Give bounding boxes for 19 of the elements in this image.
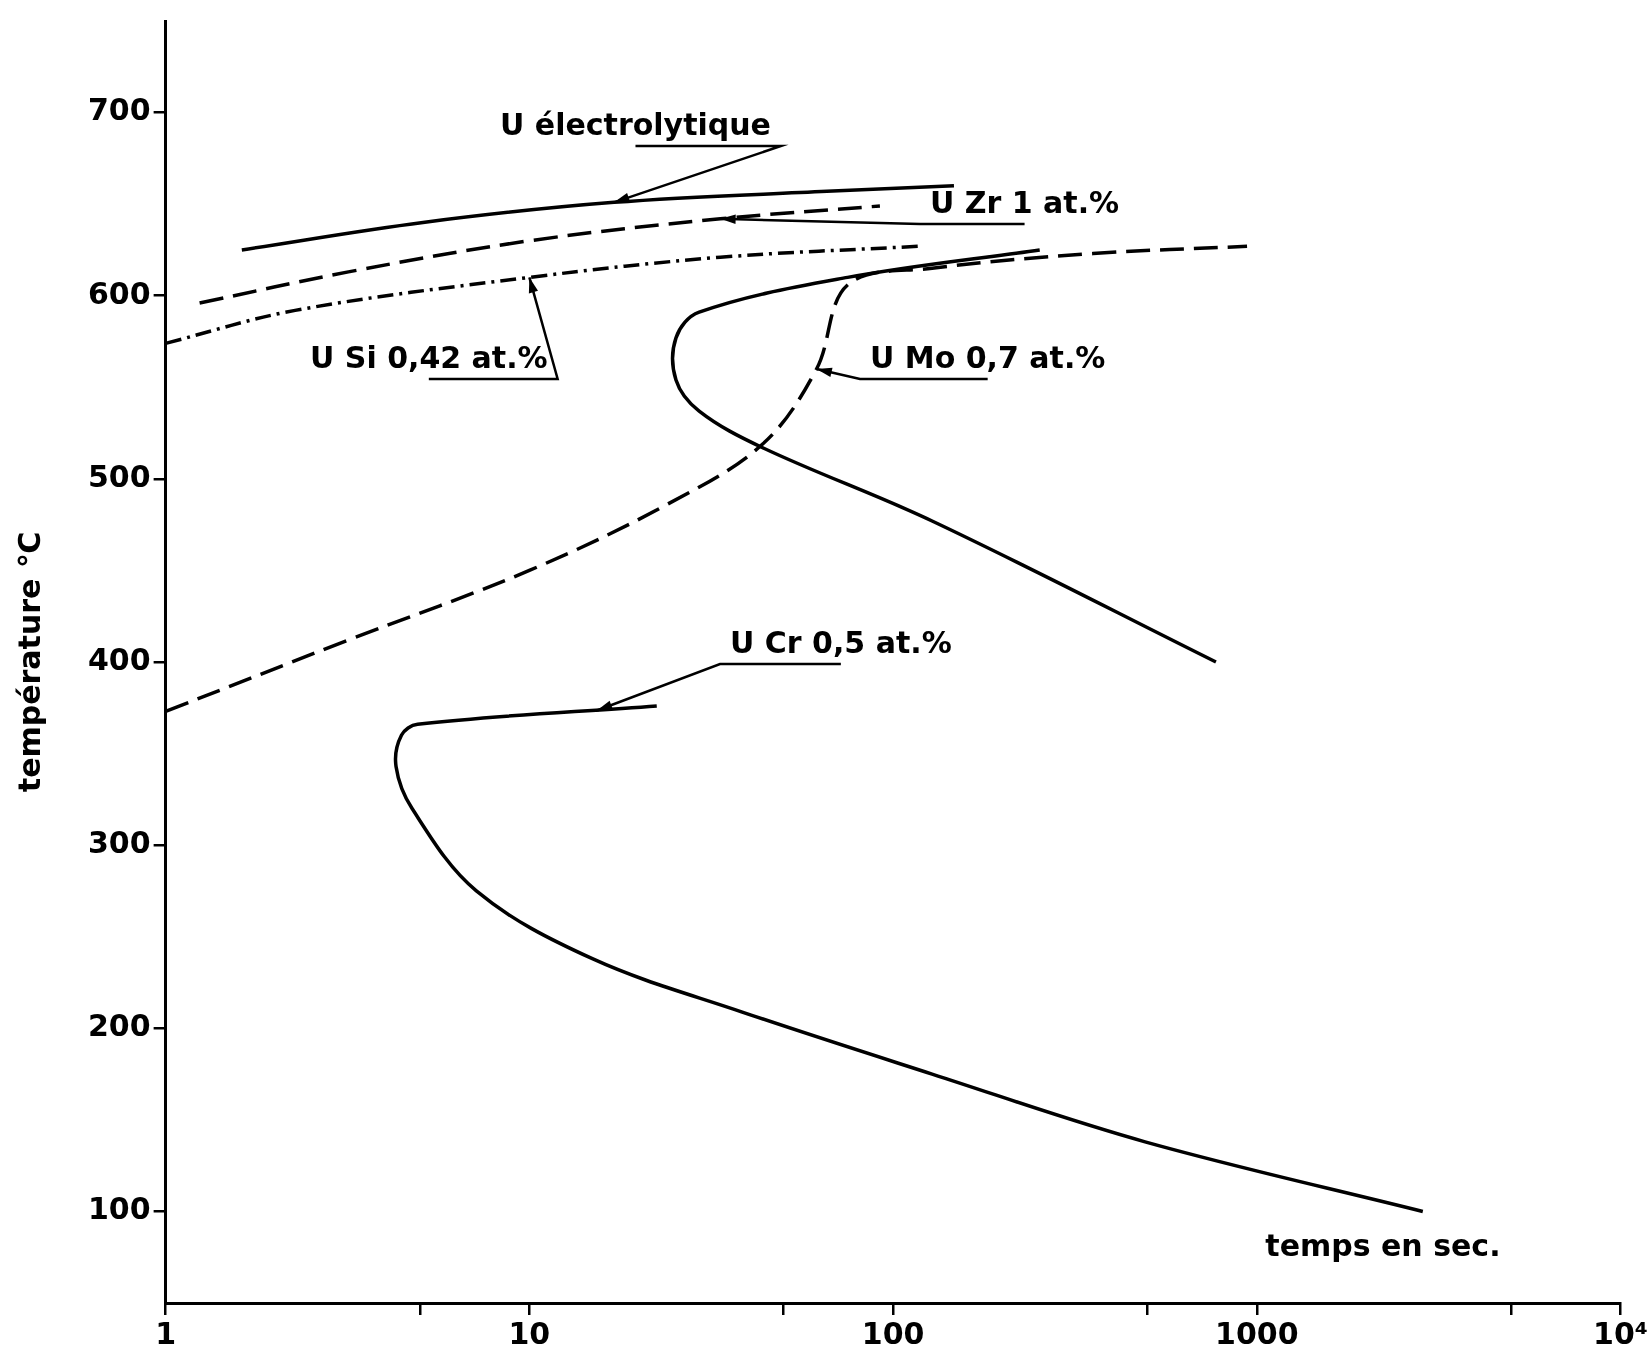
y-tick-label: 400 (88, 641, 151, 677)
y-tick-label: 500 (88, 458, 151, 494)
y-tick-label: 200 (88, 1008, 151, 1044)
text: U Cr 0,5 at.% (730, 624, 952, 660)
y-tick-label: 300 (88, 824, 151, 860)
legend-label: U Mo 0,7 at.% (870, 339, 1106, 375)
x-axis-title: temps en sec. (1265, 1227, 1501, 1263)
y-tick-label: 600 (88, 275, 151, 311)
x-tick-label: 100 (861, 1315, 925, 1351)
x-tick-label: 10⁴ (1593, 1315, 1648, 1351)
x-tick-label: 1000 (1215, 1315, 1299, 1351)
y-tick-label: 100 (88, 1191, 151, 1227)
y-axis-title: température ℃ (11, 531, 47, 793)
series-label: U Zr 1 at.% (930, 184, 1120, 220)
y-tick-label: 700 (88, 92, 151, 128)
x-tick-label: 1 (155, 1315, 177, 1351)
series-label: U électrolytique (500, 106, 771, 142)
series-label: U Si 0,42 at.% (310, 339, 548, 375)
x-tick-label: 10 (508, 1315, 551, 1351)
